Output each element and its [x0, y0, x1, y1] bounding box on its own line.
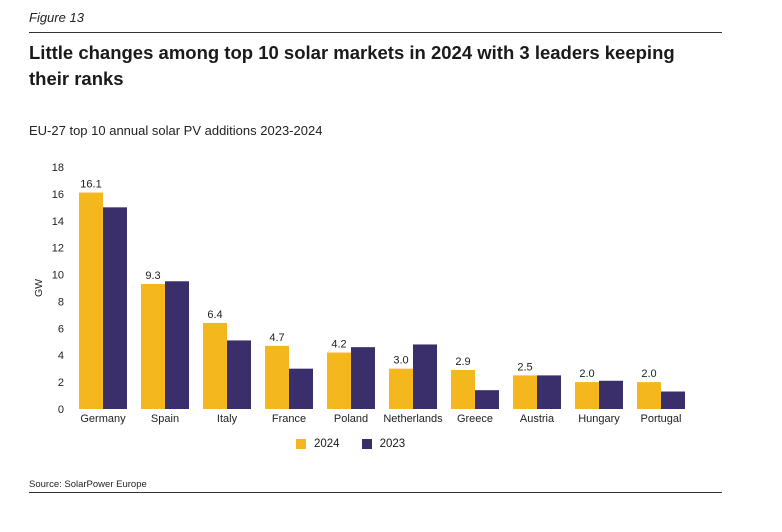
chart-title: Little changes among top 10 solar market…	[29, 42, 675, 89]
bar-2024-spain	[141, 283, 165, 409]
x-tick-label: Italy	[217, 413, 238, 425]
bar-2024-france	[265, 345, 289, 409]
y-tick-label: 12	[52, 243, 64, 255]
y-tick-label: 14	[52, 216, 64, 228]
bottom-rule	[29, 492, 722, 493]
bar-2023-germany	[103, 207, 127, 409]
x-tick-label: Hungary	[578, 413, 620, 425]
bar-2023-austria	[537, 375, 561, 409]
x-tick-label: Germany	[80, 413, 126, 425]
bar-2023-spain	[165, 281, 189, 409]
figure-label: Figure 13	[29, 10, 84, 25]
top-rule	[29, 32, 722, 33]
source-note: Source: SolarPower Europe	[29, 479, 147, 490]
y-tick-label: 8	[58, 296, 64, 308]
bar-2024-italy	[203, 322, 227, 409]
data-label-2024: 2.0	[579, 368, 594, 380]
x-tick-label: Portugal	[641, 413, 682, 425]
bar-2023-hungary	[599, 380, 623, 409]
bar-2023-netherlands	[413, 344, 437, 409]
x-tick-label: Poland	[334, 413, 368, 425]
legend-swatch-2024	[296, 439, 306, 449]
y-tick-label: 0	[58, 404, 64, 416]
x-tick-label: France	[272, 413, 306, 425]
data-label-2024: 9.3	[145, 270, 160, 282]
legend-swatch-2023	[361, 439, 372, 449]
y-axis-label: GW	[33, 279, 45, 297]
chart-subtitle: EU-27 top 10 annual solar PV additions 2…	[29, 123, 323, 138]
data-label-2024: 2.5	[517, 361, 532, 373]
data-label-2024: 2.0	[641, 368, 656, 380]
bar-2024-austria	[513, 375, 537, 409]
bar-2024-germany	[79, 192, 103, 409]
x-tick-label: Greece	[457, 413, 493, 425]
bar-2024-netherlands	[389, 368, 413, 409]
legend-label-2023: 2023	[379, 438, 406, 450]
bar-chart: 0 2 4 6 8 10 12 14 16 18 GW 16.1 Germany 9.3 Spain 6.4 I…	[33, 162, 685, 425]
data-label-2024: 2.9	[455, 356, 470, 368]
y-tick-label: 6	[58, 323, 64, 335]
data-label-2024: 6.4	[207, 309, 222, 321]
bar-2023-italy	[227, 340, 251, 409]
data-label-2024: 4.2	[331, 339, 346, 351]
data-label-2024: 3.0	[393, 355, 408, 367]
y-tick-label: 10	[52, 270, 64, 282]
bar-2024-portugal	[637, 382, 661, 409]
y-tick-label: 16	[52, 189, 64, 201]
y-tick-label: 18	[52, 162, 64, 174]
data-label-2024: 4.7	[269, 332, 284, 344]
bar-2024-poland	[327, 352, 351, 409]
bar-2023-greece	[475, 390, 499, 409]
legend-item-2024: 2024	[296, 438, 340, 450]
x-tick-label: Netherlands	[383, 413, 443, 425]
y-tick-label: 4	[58, 350, 64, 362]
data-label-2024: 16.1	[80, 179, 101, 191]
bar-2023-france	[289, 368, 313, 409]
y-tick-label: 2	[58, 377, 64, 389]
legend-item-2023: 2023	[361, 438, 406, 450]
x-tick-label: Spain	[151, 413, 179, 425]
legend: 2024 2023	[296, 438, 427, 450]
x-tick-label: Austria	[520, 413, 555, 425]
bar-2024-hungary	[575, 382, 599, 409]
bar-2024-greece	[451, 370, 475, 409]
legend-label-2024: 2024	[314, 438, 340, 450]
bar-2023-poland	[351, 347, 375, 409]
bar-2023-portugal	[661, 391, 685, 409]
